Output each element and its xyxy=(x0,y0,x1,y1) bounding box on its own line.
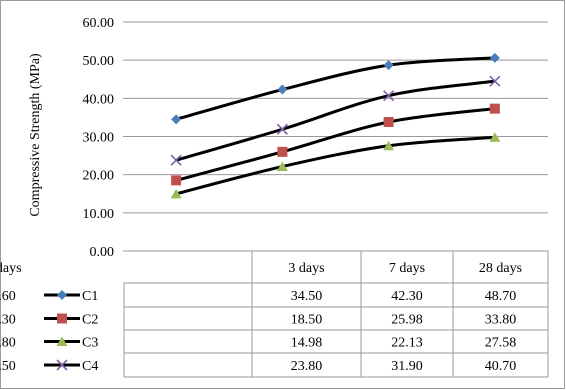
data-label: 34.50 xyxy=(291,289,323,304)
data-table: 3 days 7 days 28 days 56 days C1 34.50 42.30 48… xyxy=(0,250,549,378)
y-tick-label: 30.00 xyxy=(83,131,115,146)
data-label: 44.50 xyxy=(0,359,16,374)
data-point-c3 xyxy=(170,188,182,199)
data-point-c1 xyxy=(383,60,394,71)
series-line-c4 xyxy=(175,79,496,162)
x-tick-label: 7 days xyxy=(389,261,425,276)
data-label: 25.98 xyxy=(391,313,423,328)
series-line-c3 xyxy=(175,135,495,196)
data-label: 18.50 xyxy=(291,313,323,328)
data-label: 42.30 xyxy=(391,289,423,304)
y-tick-label: 40.00 xyxy=(83,92,115,107)
data-point-c1 xyxy=(171,114,182,125)
y-tick-label: 60.00 xyxy=(83,16,115,31)
x-tick-label: 56 days xyxy=(0,261,22,276)
x-tick-label: 28 days xyxy=(479,261,522,276)
legend-marker-c3 xyxy=(56,336,68,346)
series-markers xyxy=(170,52,501,199)
data-point-c4 xyxy=(276,123,288,135)
y-tick-label: 10.00 xyxy=(83,207,115,222)
legend-label: C2 xyxy=(82,313,98,328)
data-label: 37.30 xyxy=(0,313,16,328)
data-point-c4 xyxy=(170,154,182,166)
data-point-c1 xyxy=(489,52,500,63)
data-point-c2 xyxy=(171,175,182,186)
data-label: 50.60 xyxy=(0,289,16,304)
data-label: 22.13 xyxy=(391,336,423,351)
y-tick-labels: 0.00 10.00 20.00 30.00 40.00 50.00 60.00 xyxy=(83,16,115,260)
data-point-c2 xyxy=(277,146,288,157)
data-point-c2 xyxy=(383,116,394,127)
series-line-c2 xyxy=(175,107,496,182)
y-axis-label: Compressive Strength (MPa) xyxy=(28,53,43,217)
series-line-c1 xyxy=(175,56,495,121)
series-lines xyxy=(175,56,496,196)
y-tick-label: 0.00 xyxy=(90,245,115,260)
data-point-c1 xyxy=(277,84,288,95)
data-label: 14.98 xyxy=(291,336,323,351)
data-label: 48.70 xyxy=(485,289,517,304)
x-tick-label: 3 days xyxy=(288,261,324,276)
legend-label: C1 xyxy=(82,289,98,304)
legend-label: C4 xyxy=(82,359,98,374)
legend-marker-c1 xyxy=(57,290,67,300)
data-label: 29.80 xyxy=(0,336,16,351)
legend-marker-c4 xyxy=(56,359,68,371)
data-label: 40.70 xyxy=(485,359,517,374)
data-point-c3 xyxy=(383,140,395,151)
data-point-c3 xyxy=(489,132,501,142)
y-tick-label: 20.00 xyxy=(83,169,115,184)
data-point-c2 xyxy=(489,103,500,114)
y-tick-label: 50.00 xyxy=(83,54,115,69)
legend-marker-c2 xyxy=(57,313,67,324)
data-label: 27.58 xyxy=(485,336,517,351)
data-label: 31.90 xyxy=(391,359,423,374)
data-label: 33.80 xyxy=(485,313,517,328)
data-point-c4 xyxy=(489,75,501,87)
data-label: 23.80 xyxy=(291,359,323,374)
legend-label: C3 xyxy=(82,336,98,351)
data-point-c4 xyxy=(383,90,395,102)
data-point-c3 xyxy=(276,161,288,172)
